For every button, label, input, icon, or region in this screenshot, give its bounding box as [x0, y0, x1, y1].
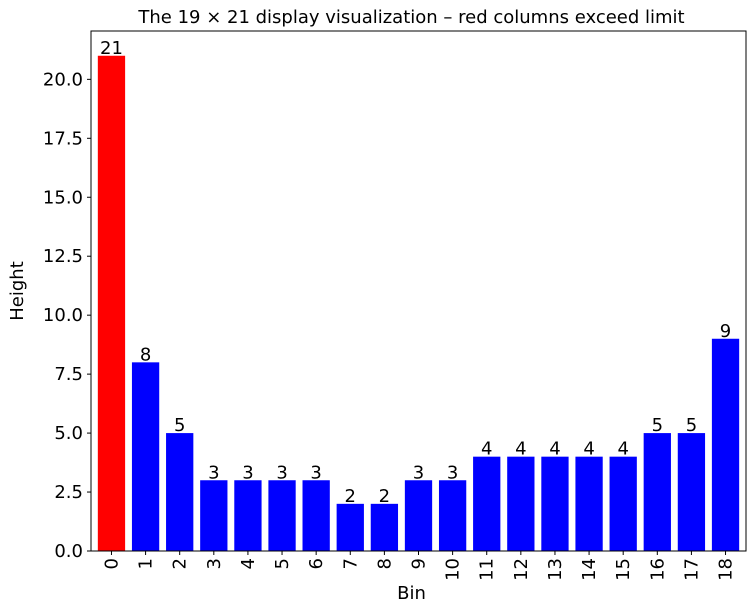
y-tick-label-10.0: 10.0 — [43, 305, 83, 326]
bar-value-label-5: 3 — [276, 462, 287, 483]
x-tick-label-14: 14 — [579, 558, 600, 581]
bar-6 — [302, 480, 330, 551]
x-tick-label-7: 7 — [340, 558, 361, 569]
bar-13 — [541, 456, 569, 551]
bar-value-label-6: 3 — [310, 462, 321, 483]
bar-5 — [268, 480, 296, 551]
bar-0 — [97, 55, 126, 552]
bar-value-label-7: 2 — [345, 486, 356, 507]
bar-7 — [336, 503, 364, 551]
x-tick-label-15: 15 — [613, 558, 634, 581]
x-tick-label-9: 9 — [409, 558, 430, 569]
bar-value-label-1: 8 — [140, 344, 151, 365]
bar-16 — [643, 433, 671, 551]
y-tick-label-15.0: 15.0 — [43, 187, 83, 208]
bar-value-label-14: 4 — [583, 439, 594, 460]
x-axis-label: Bin — [397, 583, 426, 604]
bar-value-label-17: 5 — [686, 415, 697, 436]
bar-14 — [575, 456, 603, 551]
bar-11 — [473, 456, 501, 551]
y-tick-label-17.5: 17.5 — [43, 128, 83, 149]
x-tick-label-1: 1 — [136, 558, 157, 569]
x-tick-label-0: 0 — [101, 558, 122, 569]
bar-value-label-11: 4 — [481, 439, 492, 460]
bar-value-label-12: 4 — [515, 439, 526, 460]
bar-value-label-8: 2 — [379, 486, 390, 507]
bar-12 — [507, 456, 535, 551]
x-tick-label-18: 18 — [716, 558, 737, 581]
y-tick-label-12.5: 12.5 — [43, 246, 83, 267]
y-axis: 0.0 2.5 5.0 7.5 10.0 12.5 15.0 17.5 20.0 — [43, 69, 91, 562]
x-tick-label-5: 5 — [272, 558, 293, 569]
x-tick-label-8: 8 — [374, 558, 395, 569]
x-tick-label-12: 12 — [511, 558, 532, 581]
bar-3 — [200, 480, 228, 551]
bar-value-label-9: 3 — [413, 462, 424, 483]
bar-value-label-13: 4 — [549, 439, 560, 460]
x-tick-label-17: 17 — [681, 558, 702, 581]
plot-frame — [90, 30, 747, 552]
bar-2 — [166, 433, 194, 551]
bar-labels-group: 21 8 5 3 3 3 3 2 2 3 3 4 4 4 4 4 5 5 9 — [100, 38, 731, 507]
bar-value-label-3: 3 — [208, 462, 219, 483]
x-axis: 0 1 2 3 4 5 6 7 8 9 10 11 12 13 14 15 16 17 18 — [101, 551, 737, 581]
bar-value-label-0: 21 — [100, 38, 123, 59]
x-tick-label-6: 6 — [306, 558, 327, 569]
bar-value-label-2: 5 — [174, 415, 185, 436]
chart-title: The 19 × 21 display visualization – red … — [137, 7, 684, 28]
y-axis-label: Height — [7, 261, 28, 321]
x-tick-label-2: 2 — [170, 558, 191, 569]
x-tick-label-4: 4 — [238, 558, 259, 569]
x-tick-label-3: 3 — [204, 558, 225, 569]
bar-value-label-18: 9 — [720, 321, 731, 342]
bar-10 — [438, 480, 467, 551]
y-tick-label-2.5: 2.5 — [54, 482, 83, 503]
x-tick-label-13: 13 — [545, 558, 566, 581]
y-tick-label-5.0: 5.0 — [54, 423, 83, 444]
bar-1 — [131, 362, 160, 551]
bar-value-label-15: 4 — [617, 439, 628, 460]
bar-15 — [609, 456, 637, 551]
y-tick-label-20.0: 20.0 — [43, 69, 83, 90]
x-tick-label-11: 11 — [477, 558, 498, 581]
x-tick-label-16: 16 — [647, 558, 668, 581]
y-tick-label-7.5: 7.5 — [54, 364, 83, 385]
bar-value-label-4: 3 — [242, 462, 253, 483]
bar-17 — [677, 433, 706, 551]
bar-4 — [234, 480, 262, 551]
x-tick-label-10: 10 — [443, 558, 464, 581]
bar-8 — [370, 503, 399, 551]
bars-group — [97, 55, 740, 552]
bar-9 — [404, 480, 433, 551]
bar-value-label-16: 5 — [652, 415, 663, 436]
bar-18 — [711, 338, 740, 551]
bar-value-label-10: 3 — [447, 462, 458, 483]
y-tick-label-0.0: 0.0 — [54, 541, 83, 562]
